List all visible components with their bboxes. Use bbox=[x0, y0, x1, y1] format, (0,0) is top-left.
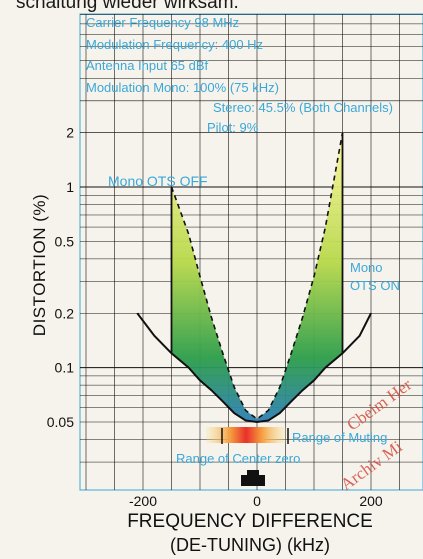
annotation-mono-ots-off: Mono OTS OFF bbox=[108, 173, 208, 189]
info-line: Modulation Mono: 100% (75 kHz) bbox=[86, 80, 279, 95]
y-tick-label: 0.05 bbox=[47, 414, 74, 430]
annotation-mono-ots-on: Mono bbox=[350, 260, 383, 275]
info-line: Stereo: 45.5% (Both Channels) bbox=[213, 100, 393, 115]
muting-range-bar bbox=[206, 427, 286, 443]
annotation-mono-ots-on: OTS ON bbox=[350, 278, 400, 293]
info-line: Carrier Frequency 98 MHz bbox=[86, 15, 239, 30]
center-zero-marker bbox=[241, 475, 265, 486]
x-axis-label: FREQUENCY DIFFERENCE bbox=[60, 511, 423, 533]
annotation-range-muting: Range of Muting bbox=[292, 430, 387, 445]
x-tick-label: 0 bbox=[253, 493, 261, 509]
info-line: Modulation Frequency: 400 Hz bbox=[86, 37, 263, 52]
y-tick-label: 0.1 bbox=[55, 360, 75, 376]
center-zero-marker-top bbox=[247, 470, 259, 476]
y-tick-label: 1 bbox=[66, 179, 74, 195]
y-tick-label: 2 bbox=[66, 125, 74, 141]
info-box: Carrier Frequency 98 MHz Modulation Freq… bbox=[86, 15, 393, 135]
info-line: Antenna Input 65 dBf bbox=[86, 58, 209, 73]
annotation-range-center-zero: Range of Center zero bbox=[176, 451, 300, 466]
x-tick-label: 200 bbox=[359, 493, 383, 509]
y-axis-label: DISTORTION (%) bbox=[30, 185, 50, 345]
x-tick-label: -200 bbox=[129, 493, 157, 509]
x-axis-label-units: (DE-TUNING) (kHz) bbox=[60, 535, 423, 556]
info-line: Pilot: 9% bbox=[207, 120, 259, 135]
y-tick-label: 0.5 bbox=[55, 233, 75, 249]
y-tick-label: 0.2 bbox=[55, 305, 75, 321]
